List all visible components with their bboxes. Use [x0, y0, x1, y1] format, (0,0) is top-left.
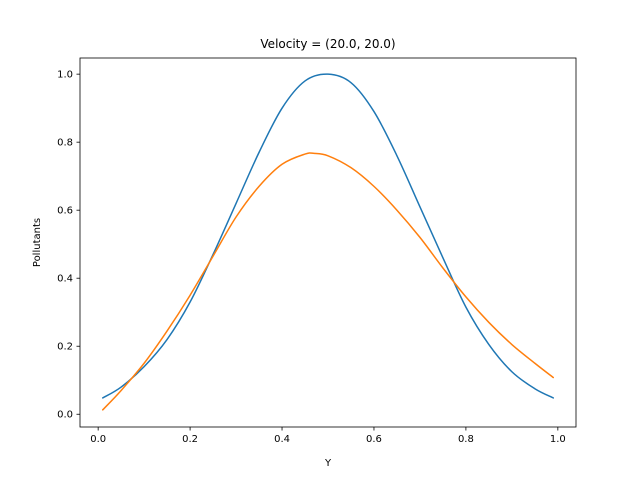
x-tick-label: 0.6: [366, 434, 382, 445]
chart-title: Velocity = (20.0, 20.0): [260, 37, 395, 51]
axes-frame: [79, 57, 577, 428]
y-tick-label: 0.6: [57, 206, 73, 217]
series-line-1: [102, 73, 554, 399]
x-tick-label: 0.4: [274, 434, 290, 445]
series-line-2: [102, 152, 554, 411]
y-axis-title: Pollutants: [32, 218, 43, 267]
series-layer: [102, 73, 554, 411]
x-axis: 0.0 0.2 0.4 0.6 0.8 1.0: [90, 427, 566, 445]
y-tick-label: 0.0: [57, 410, 73, 421]
y-tick-label: 1.0: [57, 70, 73, 81]
y-tick-label: 0.2: [57, 342, 73, 353]
x-tick-label: 0.2: [182, 434, 198, 445]
x-tick-label: 0.8: [458, 434, 474, 445]
x-tick-label: 1.0: [550, 434, 566, 445]
x-tick-label: 0.0: [90, 434, 106, 445]
y-axis: 0.0 0.2 0.4 0.6 0.8 1.0: [57, 70, 80, 421]
y-tick-label: 0.8: [57, 138, 73, 149]
y-tick-label: 0.4: [57, 274, 73, 285]
x-axis-title: Y: [324, 458, 332, 469]
